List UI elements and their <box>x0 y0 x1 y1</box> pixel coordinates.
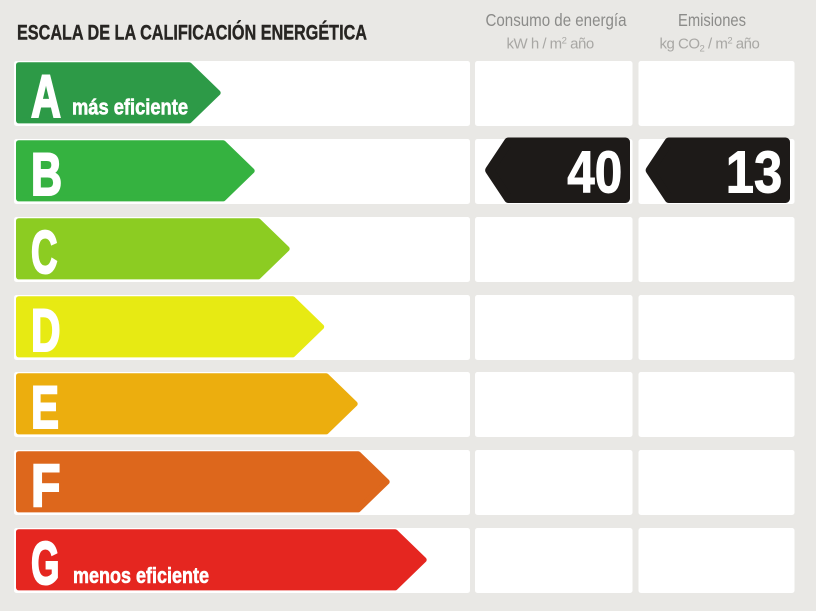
svg-text:A: A <box>31 63 61 130</box>
svg-text:E: E <box>31 374 59 441</box>
svg-text:F: F <box>31 452 61 519</box>
svg-text:kW h / m2 año: kW h / m2 año <box>507 36 594 53</box>
svg-text:ESCALA DE LA CALIFICACIÓN ENER: ESCALA DE LA CALIFICACIÓN ENERGÉTICA <box>17 21 367 45</box>
svg-text:C: C <box>31 219 58 286</box>
svg-text:13: 13 <box>726 140 783 206</box>
svg-text:D: D <box>31 297 61 364</box>
svg-text:Consumo de energía: Consumo de energía <box>486 10 627 30</box>
svg-text:más eficiente: más eficiente <box>72 95 188 120</box>
svg-text:B: B <box>31 141 62 208</box>
svg-text:Emisiones: Emisiones <box>678 10 746 30</box>
svg-text:40: 40 <box>567 140 622 206</box>
svg-text:G: G <box>31 530 60 597</box>
svg-text:menos eficiente: menos eficiente <box>73 563 209 588</box>
svg-text:kg CO2 / m2 año: kg CO2 / m2 año <box>660 36 760 55</box>
